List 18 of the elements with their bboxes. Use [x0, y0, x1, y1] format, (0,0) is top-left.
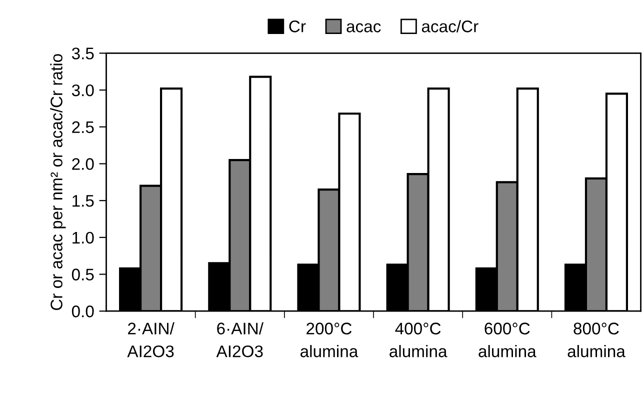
x-tick-label: 400°C alumina: [390, 322, 448, 358]
y-tick-label: 2.5: [72, 121, 94, 134]
x-tick-label: 600°C alumina: [478, 322, 536, 358]
y-tick-label: 1.0: [72, 232, 94, 244]
legend-label: acac/Cr: [422, 20, 478, 32]
y-tick-label: 0.5: [72, 268, 94, 280]
y-tick-label: 0.0: [72, 306, 94, 318]
y-tick-label: 3.0: [72, 84, 94, 96]
y-tick-label: 2.0: [72, 158, 94, 170]
x-tick-label: 800°C alumina: [568, 322, 626, 358]
legend-label: Cr: [289, 20, 306, 32]
y-axis-title: Cr or acac per nm² or acac/Cr ratio: [50, 54, 66, 310]
legend-label: acac: [346, 23, 381, 32]
x-tick-label: 6·AIN/ AI2O3: [216, 322, 264, 358]
y-tick-label: 1.5: [72, 195, 94, 207]
y-tick-label: 3.5: [72, 48, 94, 60]
x-tick-label: 2·AIN/ AI2O3: [127, 322, 174, 358]
x-tick-label: 200°C alumina: [300, 322, 358, 358]
